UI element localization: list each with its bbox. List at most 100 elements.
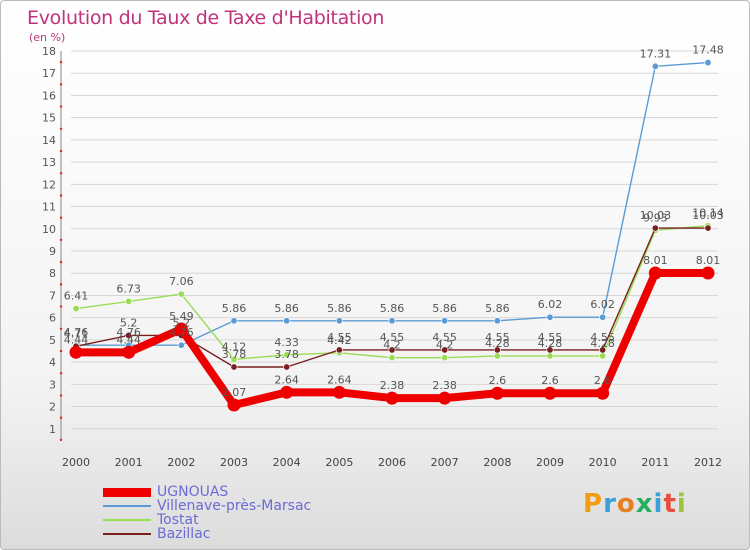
data-label: 4.2	[383, 339, 401, 352]
logo-letter: r	[603, 489, 617, 519]
data-point	[174, 322, 188, 336]
y-axis-dot	[59, 305, 63, 308]
chart-title: Evolution du Taux de Taxe d'Habitation	[27, 7, 385, 29]
data-point	[651, 62, 659, 70]
x-tick-label: 2000	[62, 456, 90, 469]
y-axis-dot	[59, 194, 63, 197]
x-tick-label: 2004	[273, 456, 301, 469]
y-tick-label: 3	[49, 378, 56, 391]
data-point	[332, 385, 346, 399]
data-label: 4.55	[432, 331, 457, 344]
y-tick-label: 10	[42, 223, 56, 236]
data-label: 7.06	[169, 275, 194, 288]
data-point	[230, 355, 238, 363]
data-label: 4.12	[222, 340, 247, 353]
legend-item: Tostat	[103, 512, 311, 528]
y-tick-label: 7	[49, 289, 56, 302]
data-point	[599, 346, 607, 354]
legend-item: Villenave-près-Marsac	[103, 498, 311, 514]
y-tick-label: 2	[49, 401, 56, 414]
data-point	[651, 224, 659, 232]
data-point	[385, 391, 399, 405]
x-tick-label: 2008	[483, 456, 511, 469]
data-label: 4.28	[485, 337, 510, 350]
data-point	[704, 59, 712, 67]
data-label: 5.49	[169, 310, 194, 323]
y-axis-dot	[59, 172, 63, 175]
x-tick-label: 2001	[115, 456, 143, 469]
data-label: 8.01	[643, 254, 668, 267]
data-point	[543, 386, 557, 400]
data-point	[69, 345, 83, 359]
x-tick-label: 2002	[167, 456, 195, 469]
legend-label: Tostat	[157, 512, 199, 528]
proxiti-logo: Proxiti	[583, 489, 687, 519]
data-label: 4.28	[590, 337, 615, 350]
y-tick-label: 18	[42, 45, 56, 58]
y-axis-dot	[59, 394, 63, 397]
data-label: 5.86	[380, 302, 405, 315]
y-tick-label: 11	[42, 201, 56, 214]
y-tick-label: 5	[49, 334, 56, 347]
data-label: 2.6	[489, 374, 507, 387]
data-label: 2.38	[432, 379, 457, 392]
y-tick-label: 17	[42, 67, 56, 80]
data-point	[283, 351, 291, 359]
data-point	[599, 313, 607, 321]
data-label: 5.2	[120, 316, 138, 329]
y-axis-dot	[59, 283, 63, 286]
data-point	[177, 290, 185, 298]
data-label: 4.71	[64, 327, 89, 340]
data-label: 9.93	[643, 211, 668, 224]
y-tick-label: 6	[49, 312, 56, 325]
x-tick-label: 2012	[694, 456, 722, 469]
legend-label: UGNOUAS	[157, 484, 229, 500]
y-tick-label: 16	[42, 89, 56, 102]
data-label: 10.14	[692, 207, 724, 220]
data-point	[704, 224, 712, 232]
data-label: 5.86	[327, 302, 352, 315]
y-axis-dot	[59, 260, 63, 264]
y-axis-dot	[59, 127, 63, 130]
data-point	[388, 354, 396, 362]
data-label: 5.86	[432, 302, 457, 315]
data-label: 6.41	[64, 290, 89, 303]
y-tick-label: 13	[42, 156, 56, 169]
y-axis-dot	[59, 238, 63, 242]
data-point	[599, 352, 607, 360]
logo-letter: i	[653, 489, 664, 519]
x-tick-label: 2003	[220, 456, 248, 469]
data-point	[230, 363, 238, 371]
data-point	[388, 346, 396, 354]
logo-letter: x	[635, 489, 654, 519]
y-axis-dot	[59, 60, 63, 64]
data-point	[493, 346, 501, 354]
y-tick-label: 8	[49, 267, 56, 280]
x-tick-label: 2011	[641, 456, 669, 469]
data-point	[72, 305, 80, 313]
data-label: 5.86	[222, 302, 247, 315]
data-label: 6.02	[538, 298, 563, 311]
data-label: 4.28	[538, 337, 563, 350]
chart-legend: UGNOUAS Villenave-près-Marsac Tostat Baz…	[103, 484, 311, 542]
data-point	[125, 331, 133, 339]
y-tick-label: 12	[42, 178, 56, 191]
data-point	[441, 346, 449, 354]
data-label: 4.55	[538, 331, 563, 344]
y-axis-dot	[59, 105, 63, 108]
logo-letter: o	[616, 489, 636, 519]
legend-label: Bazillac	[157, 526, 211, 542]
data-label: 10.03	[640, 209, 672, 222]
data-label: 4.55	[590, 331, 615, 344]
data-label: 4.55	[327, 331, 352, 344]
legend-swatch	[103, 505, 151, 507]
data-point	[280, 385, 294, 399]
data-label: 10.03	[692, 209, 724, 222]
data-label: 4.33	[274, 336, 299, 349]
data-point	[493, 317, 501, 325]
data-label: 17.48	[692, 44, 724, 57]
x-tick-label: 2009	[536, 456, 564, 469]
y-axis-dot	[59, 327, 63, 330]
data-label: 4.76	[64, 326, 89, 339]
